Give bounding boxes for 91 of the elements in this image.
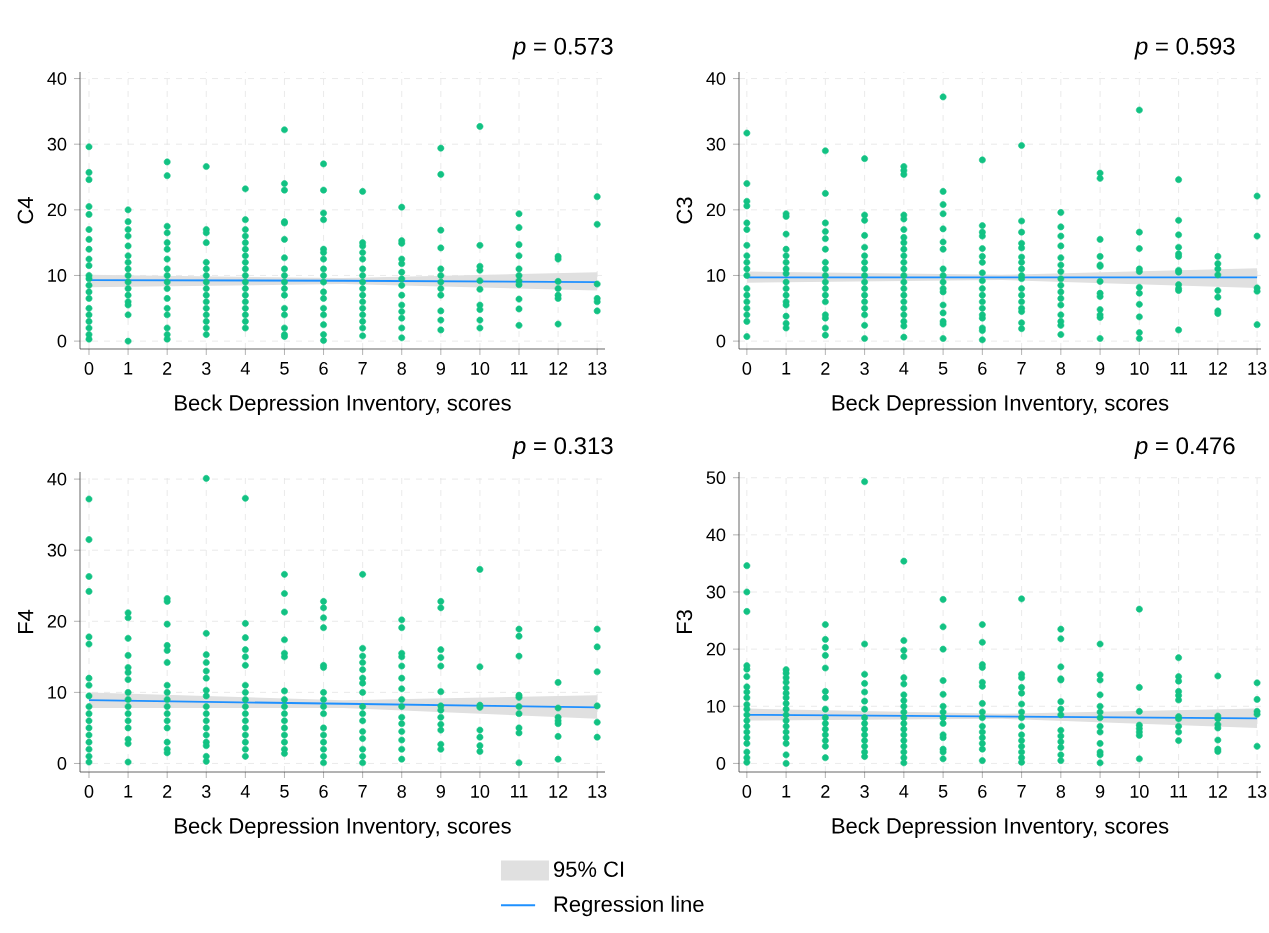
x-tick-label: 9 <box>436 362 445 375</box>
y-tick-label: 10 <box>707 269 726 282</box>
x-tick-label: 4 <box>899 362 909 375</box>
x-tick-label: 9 <box>1095 362 1105 375</box>
x-axis-title: Beck Depression Inventory, scores <box>832 817 1169 839</box>
x-tick-label: 4 <box>240 785 250 798</box>
x-tick-label: 13 <box>588 785 607 798</box>
x-tick-label: 1 <box>782 785 791 798</box>
y-tick-label: 20 <box>706 642 726 656</box>
y-tick-label: 0 <box>716 757 726 770</box>
x-tick-label: 0 <box>742 362 752 375</box>
text: p = 0.476 <box>1134 437 1235 459</box>
x-tick-label: 2 <box>163 362 172 375</box>
x-tick-label: 4 <box>899 785 909 798</box>
y-tick-label: 0 <box>716 334 726 348</box>
y-tick-label: 40 <box>706 528 726 542</box>
x-tick-label: 7 <box>1017 785 1026 798</box>
x-tick-label: 11 <box>1170 362 1188 375</box>
x-tick-label: 8 <box>397 785 406 798</box>
x-tick-label: 4 <box>240 362 250 375</box>
x-tick-label: 0 <box>742 785 752 798</box>
y-axis-title: C4 <box>17 197 34 224</box>
x-tick-label: 12 <box>549 362 568 375</box>
x-tick-label: 2 <box>821 785 830 798</box>
y-tick-label: 40 <box>47 72 67 85</box>
x-tick-label: 11 <box>511 785 528 798</box>
x-tick-label: 13 <box>1248 362 1267 375</box>
y-tick-label: 30 <box>47 543 67 557</box>
text: p = 0.593 <box>1134 37 1235 60</box>
y-tick-label: 40 <box>47 472 67 486</box>
x-tick-label: 1 <box>124 785 133 798</box>
x-tick-label: 7 <box>358 785 367 798</box>
x-tick-label: 3 <box>201 362 211 375</box>
x-tick-label: 13 <box>1248 785 1267 798</box>
y-tick-label: 20 <box>47 614 67 628</box>
x-tick-label: 5 <box>938 362 948 375</box>
y-tick-label: 40 <box>706 72 726 85</box>
y-axis-title: F3 <box>676 610 693 634</box>
y-tick-label: 0 <box>57 334 67 348</box>
x-tick-label: 5 <box>280 362 289 375</box>
legend-label: Regression line <box>554 895 704 917</box>
x-tick-label: 10 <box>1130 785 1149 798</box>
y-axis-title: C3 <box>676 197 693 224</box>
y-tick-label: 20 <box>47 203 67 217</box>
y-tick-label: 50 <box>706 471 726 485</box>
x-tick-label: 5 <box>938 785 948 798</box>
x-tick-label: 5 <box>280 785 289 798</box>
y-tick-label: 30 <box>706 585 726 599</box>
x-tick-label: 8 <box>397 362 406 375</box>
x-tick-label: 6 <box>319 785 328 798</box>
text: p = 0.313 <box>512 437 613 459</box>
x-tick-label: 12 <box>549 785 568 798</box>
y-tick-label: 30 <box>706 137 726 151</box>
x-tick-label: 8 <box>1056 785 1066 798</box>
x-axis-title: Beck Depression Inventory, scores <box>175 394 511 416</box>
text: p = 0.573 <box>512 37 613 60</box>
text: 95% CI <box>554 861 624 877</box>
y-tick-label: 0 <box>57 757 67 770</box>
y-tick-label: 20 <box>706 203 726 217</box>
y-axis-title: F4 <box>18 609 34 634</box>
y-tick-label: 10 <box>48 686 67 699</box>
x-tick-label: 12 <box>1209 362 1227 375</box>
x-tick-label: 11 <box>1170 785 1188 798</box>
y-tick-label: 30 <box>47 137 67 151</box>
x-tick-label: 6 <box>978 785 987 798</box>
x-tick-label: 3 <box>201 785 211 798</box>
x-tick-label: 9 <box>1095 785 1105 798</box>
y-tick-label: 10 <box>48 269 67 282</box>
x-tick-label: 11 <box>511 362 528 375</box>
x-tick-label: 0 <box>84 785 94 798</box>
x-tick-label: 8 <box>1056 362 1066 375</box>
x-axis-title: Beck Depression Inventory, scores <box>832 394 1169 416</box>
x-tick-label: 3 <box>860 362 869 375</box>
x-tick-label: 10 <box>471 362 490 375</box>
x-tick-label: 9 <box>436 785 445 798</box>
x-tick-label: 12 <box>1209 785 1227 798</box>
x-tick-label: 6 <box>319 362 328 375</box>
x-axis-title: Beck Depression Inventory, scores <box>175 817 511 839</box>
x-tick-label: 10 <box>1130 362 1149 375</box>
x-tick-label: 13 <box>588 362 607 375</box>
x-tick-label: 6 <box>978 362 987 375</box>
x-tick-label: 1 <box>124 362 133 375</box>
y-tick-label: 10 <box>707 699 726 713</box>
x-tick-label: 0 <box>84 362 94 375</box>
x-tick-label: 7 <box>358 362 367 375</box>
x-tick-label: 1 <box>782 362 791 375</box>
x-tick-label: 3 <box>860 785 869 798</box>
x-tick-label: 7 <box>1017 362 1026 375</box>
x-tick-label: 2 <box>163 785 172 798</box>
x-tick-label: 2 <box>821 362 830 375</box>
x-tick-label: 10 <box>471 785 490 798</box>
